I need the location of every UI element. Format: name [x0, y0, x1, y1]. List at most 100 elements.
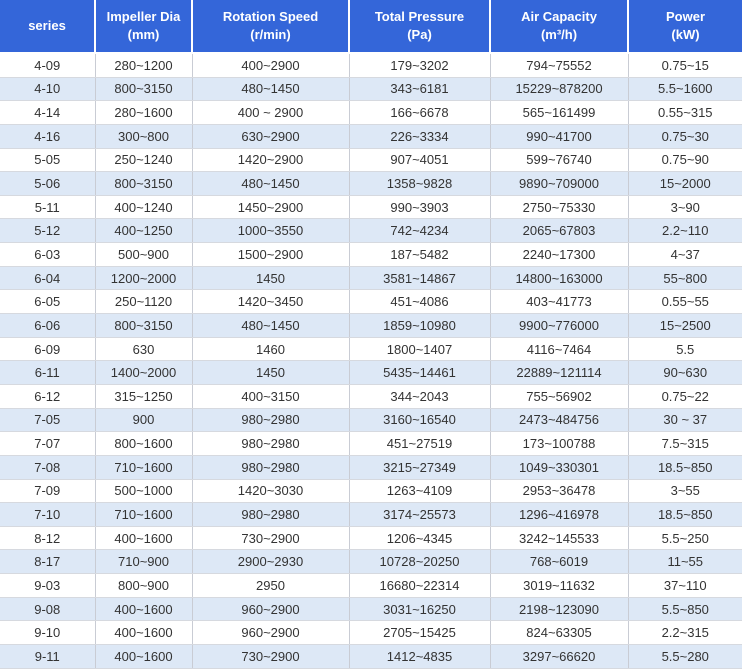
air-capacity-cell: 1296~416978	[490, 502, 629, 527]
table-row: 7-08 710~1600 980~2980 3215~27349 1049~33030…	[0, 455, 742, 480]
table-row: 7-10 710~1600 980~2980 3174~25573 1296~41697…	[0, 502, 742, 527]
header-unit: (m³/h)	[540, 27, 578, 42]
rotation-speed-cell: 1450	[192, 266, 350, 291]
series-cell: 6-09	[0, 337, 96, 362]
air-capacity-cell: 4116~7464	[490, 337, 629, 362]
header-unit: (kW)	[671, 27, 700, 42]
series-cell: 7-05	[0, 408, 96, 433]
impeller-dia-cell: 1200~2000	[95, 266, 193, 291]
table-row: 4-14 280~1600 400 ~ 2900 166~6678 565~161499…	[0, 100, 742, 125]
total-pressure-cell: 451~4086	[349, 289, 491, 315]
power-cell: 0.55~315	[628, 100, 742, 125]
series-cell: 6-06	[0, 313, 96, 338]
power-cell: 18.5~850	[628, 455, 742, 480]
table-row: 6-03 500~900 1500~2900 187~5482 2240~17300 4~…	[0, 242, 742, 267]
air-capacity-cell: 3019~11632	[490, 573, 629, 598]
power-cell: 5.5~1600	[628, 77, 742, 102]
header-label: series	[28, 18, 66, 33]
air-capacity-cell: 599~76740	[490, 148, 629, 173]
impeller-dia-cell: 710~1600	[95, 455, 193, 480]
total-pressure-cell: 1800~1407	[349, 337, 491, 362]
air-capacity-cell: 9900~776000	[490, 313, 629, 338]
impeller-dia-cell: 280~1600	[95, 100, 193, 125]
air-capacity-cell: 403~41773	[490, 289, 629, 315]
series-cell: 4-14	[0, 100, 96, 125]
total-pressure-cell: 1358~9828	[349, 171, 491, 196]
series-cell: 5-12	[0, 218, 96, 244]
rotation-speed-cell: 1000~3550	[192, 218, 350, 244]
power-cell: 55~800	[628, 266, 742, 291]
header-label: Total Pressure	[374, 9, 465, 24]
impeller-dia-cell: 630	[95, 337, 193, 362]
total-pressure-cell: 990~3903	[349, 195, 491, 220]
power-cell: 5.5~280	[628, 644, 742, 669]
table-row: 4-10 800~3150 480~1450 343~6181 15229~878200…	[0, 77, 742, 102]
power-cell: 0.75~90	[628, 148, 742, 173]
rotation-speed-cell: 730~2900	[192, 526, 350, 551]
total-pressure-cell: 5435~14461	[349, 360, 491, 385]
table-row: 6-09 630 1460 1800~1407 4116~7464 5.5	[0, 337, 742, 362]
power-cell: 0.55~55	[628, 289, 742, 315]
series-cell: 6-03	[0, 242, 96, 267]
table-body: 4-09 280~1200 400~2900 179~3202 794~75552 0.7…	[0, 53, 742, 669]
air-capacity-cell: 2953~36478	[490, 479, 629, 504]
rotation-speed-cell: 730~2900	[192, 644, 350, 669]
power-cell: 2.2~110	[628, 218, 742, 244]
total-pressure-cell: 3581~14867	[349, 266, 491, 291]
air-capacity-cell: 9890~709000	[490, 171, 629, 196]
power-cell: 7.5~315	[628, 431, 742, 456]
rotation-speed-cell: 980~2980	[192, 502, 350, 527]
impeller-dia-cell: 710~900	[95, 549, 193, 575]
total-pressure-cell: 1263~4109	[349, 479, 491, 504]
table-header: series Impeller Dia (mm) Rotation Speed (r/m…	[0, 0, 742, 54]
rotation-speed-cell: 1420~3450	[192, 289, 350, 315]
table-row: 9-10 400~1600 960~2900 2705~15425 824~63305 2…	[0, 620, 742, 646]
total-pressure-cell: 742~4234	[349, 218, 491, 244]
impeller-dia-cell: 315~1250	[95, 384, 193, 409]
total-pressure-cell: 3174~25573	[349, 502, 491, 527]
table-row: 6-05 250~1120 1420~3450 451~4086 403~41773 0.…	[0, 289, 742, 315]
total-pressure-cell: 451~27519	[349, 431, 491, 456]
impeller-dia-cell: 250~1240	[95, 148, 193, 173]
impeller-dia-cell: 250~1120	[95, 289, 193, 315]
total-pressure-cell: 3160~16540	[349, 408, 491, 433]
rotation-speed-cell: 2950	[192, 573, 350, 598]
series-cell: 6-12	[0, 384, 96, 409]
table-row: 9-03 800~900 2950 16680~22314 3019~11632 37~1…	[0, 573, 742, 598]
rotation-speed-cell: 980~2980	[192, 455, 350, 480]
rotation-speed-cell: 1460	[192, 337, 350, 362]
air-capacity-cell: 794~75552	[490, 53, 629, 78]
impeller-dia-cell: 400~1250	[95, 218, 193, 244]
air-capacity-cell: 3297~66620	[490, 644, 629, 669]
power-cell: 18.5~850	[628, 502, 742, 527]
total-pressure-cell: 2705~15425	[349, 620, 491, 646]
total-pressure-cell: 226~3334	[349, 124, 491, 149]
header-label: Power	[665, 9, 705, 24]
rotation-speed-cell: 1450	[192, 360, 350, 385]
series-cell: 9-10	[0, 620, 96, 646]
rotation-speed-cell: 1450~2900	[192, 195, 350, 220]
rotation-speed-cell: 980~2980	[192, 408, 350, 433]
impeller-dia-cell: 400~1600	[95, 526, 193, 551]
series-cell: 8-17	[0, 549, 96, 575]
power-header: Power (kW)	[628, 0, 742, 54]
power-cell: 0.75~15	[628, 53, 742, 78]
air-capacity-cell: 3242~145533	[490, 526, 629, 551]
total-pressure-cell: 1859~10980	[349, 313, 491, 338]
air-capacity-cell: 22889~121114	[490, 360, 629, 385]
total-pressure-cell: 10728~20250	[349, 549, 491, 575]
air-capacity-cell: 768~6019	[490, 549, 629, 575]
series-cell: 9-11	[0, 644, 96, 669]
table-row: 4-16 300~800 630~2900 226~3334 990~41700 0.75…	[0, 124, 742, 149]
power-cell: 3~55	[628, 479, 742, 504]
series-cell: 4-09	[0, 53, 96, 78]
impeller-dia-cell: 400~1600	[95, 644, 193, 669]
impeller-dia-cell: 280~1200	[95, 53, 193, 78]
power-cell: 11~55	[628, 549, 742, 575]
power-cell: 5.5	[628, 337, 742, 362]
header-unit: (mm)	[127, 27, 160, 42]
impeller-dia-cell: 900	[95, 408, 193, 433]
header-unit: (r/min)	[250, 27, 291, 42]
series-cell: 8-12	[0, 526, 96, 551]
